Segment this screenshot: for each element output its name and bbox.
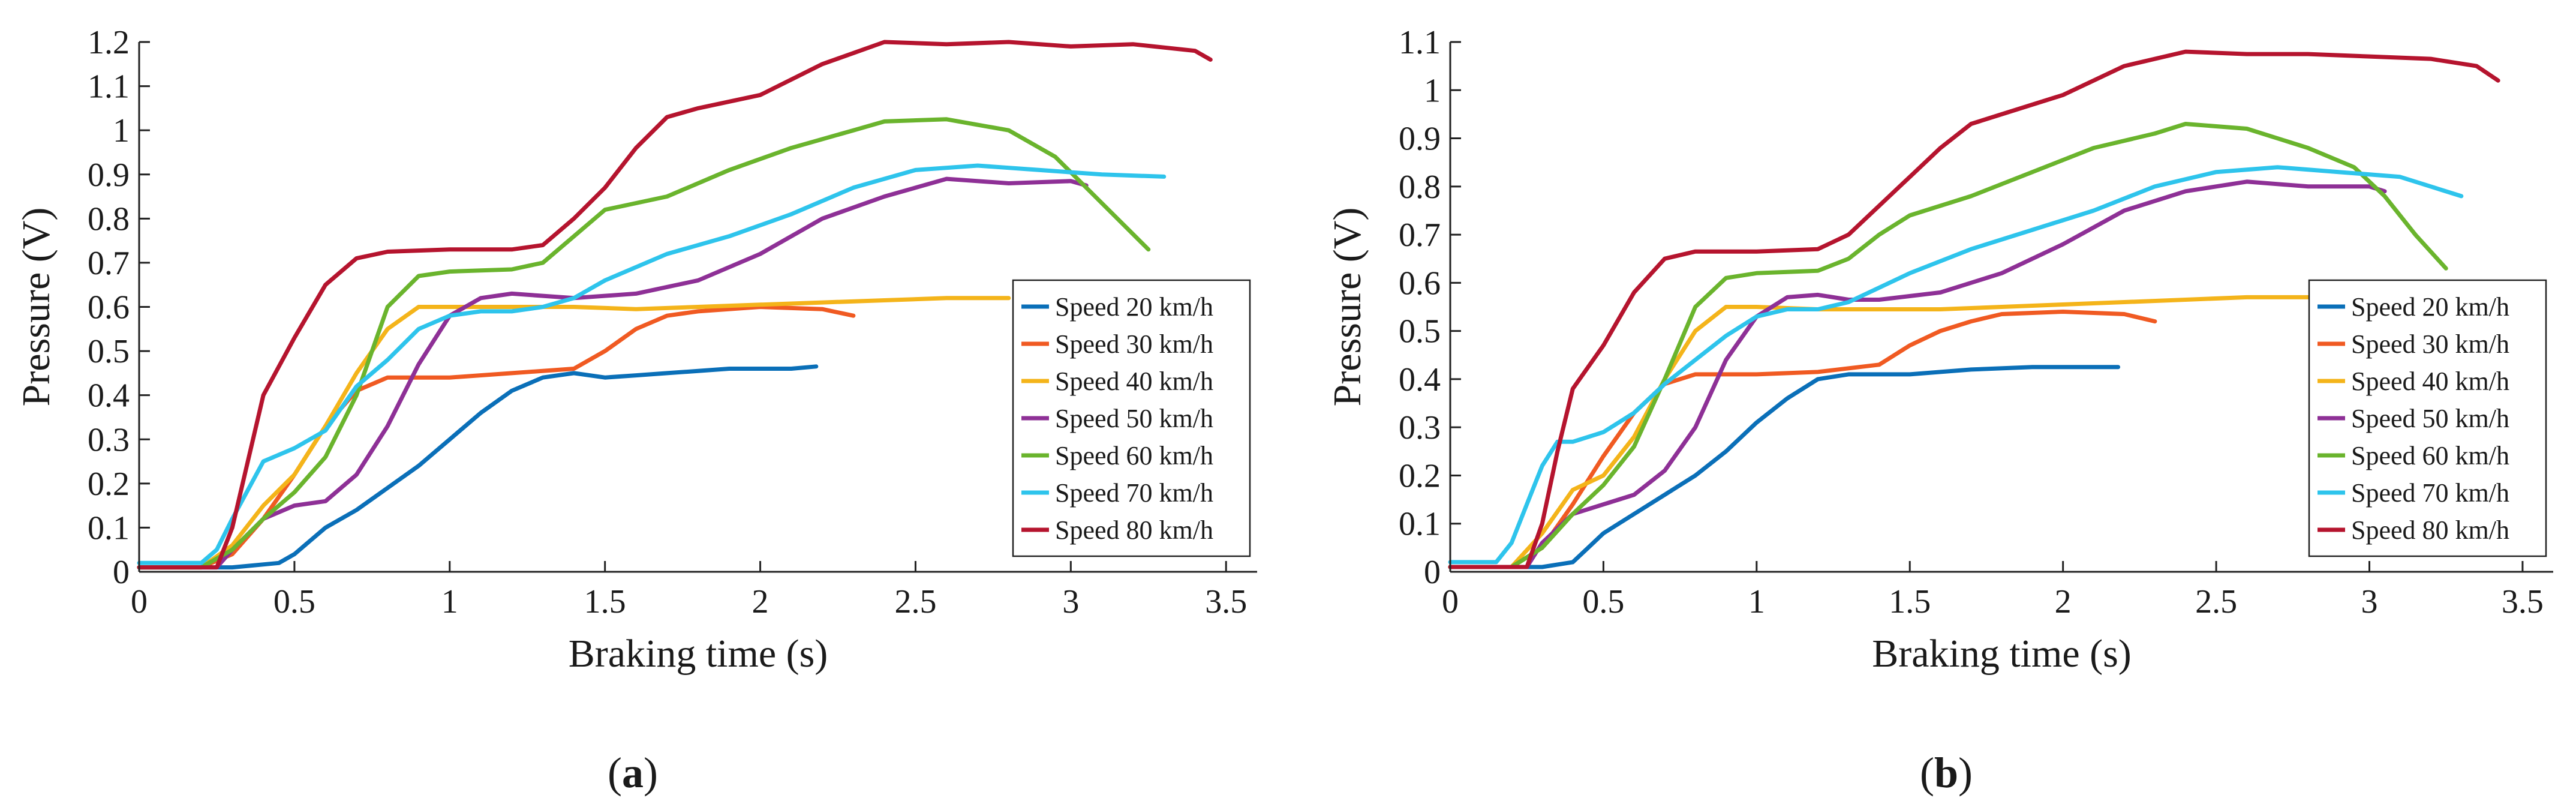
y-tick-label: 1.1 xyxy=(1399,24,1441,61)
series-line-7 xyxy=(137,40,1213,570)
series-line-7 xyxy=(1448,49,2500,569)
legend-label: Speed 60 km/h xyxy=(2351,441,2509,470)
y-tick-label: 0.6 xyxy=(88,289,130,326)
legend-label: Speed 70 km/h xyxy=(1055,478,1213,508)
legend-label: Speed 30 km/h xyxy=(1055,329,1213,359)
x-tick-label: 1.5 xyxy=(584,583,626,620)
y-tick-label: 0.8 xyxy=(88,200,130,238)
x-tick-label: 3 xyxy=(1062,583,1079,620)
legend-label: Speed 40 km/h xyxy=(1055,367,1213,396)
y-tick-label: 1.1 xyxy=(88,68,130,106)
series-line-6 xyxy=(137,163,1167,565)
y-tick-label: 1 xyxy=(113,112,130,149)
legend-box xyxy=(2308,279,2547,557)
y-tick-label: 0.7 xyxy=(1399,217,1441,254)
legend-label: Speed 60 km/h xyxy=(1055,441,1213,470)
x-axis-label: Braking time (s) xyxy=(569,632,828,676)
x-axis-label: Braking time (s) xyxy=(1872,632,2132,676)
y-tick-label: 0 xyxy=(113,554,130,591)
legend-label: Speed 40 km/h xyxy=(2351,367,2509,396)
x-tick-label: 2.5 xyxy=(2195,583,2237,620)
panel-caption: (a) xyxy=(608,749,658,797)
series-line-3 xyxy=(1448,295,2310,569)
chart-panel-a: 0 0.5 1 1.5 2 2.5 3 3.500.10.20.30.40.50.60.70.… xyxy=(14,24,1257,797)
series-line-1 xyxy=(1448,365,2121,569)
y-tick-label: 0.8 xyxy=(1399,169,1441,206)
chart-panel-b: 0 0.5 1 1.5 2 2.5 3 3.5 0 0.1 0.2 0.3 0.4 0.5 0.6 0.7 0.… xyxy=(1325,24,2553,797)
x-tick-label: 0.5 xyxy=(1582,583,1624,620)
y-tick-label: 0.6 xyxy=(1399,265,1441,302)
y-tick-label: 0.1 xyxy=(1399,506,1441,543)
x-tick-label: 0.5 xyxy=(273,583,315,620)
series-line-5 xyxy=(1448,122,2448,569)
y-tick-label: 0.7 xyxy=(88,245,130,282)
x-tick-label: 2.5 xyxy=(894,583,936,620)
series-line-1 xyxy=(137,364,819,570)
y-tick-label: 0.9 xyxy=(88,157,130,194)
x-tick-label: 3.5 xyxy=(2502,583,2544,620)
legend: Speed 20 km/h Speed 30 km/h Speed 40 km/h S… xyxy=(1012,279,1251,557)
x-tick-label: 3.5 xyxy=(1205,583,1247,620)
legend-label: Speed 20 km/h xyxy=(1055,292,1213,322)
y-axis-label: Pressure (V) xyxy=(14,208,58,407)
y-tick-label: 0.2 xyxy=(1399,457,1441,494)
panel-caption: (b) xyxy=(1920,749,1973,797)
legend-label: Speed 50 km/h xyxy=(2351,404,2509,433)
legend-label: Speed 70 km/h xyxy=(2351,478,2509,508)
series-line-3 xyxy=(137,296,1011,570)
legend-box xyxy=(1012,279,1251,557)
x-tick-label: 1 xyxy=(1748,583,1765,620)
y-tick-label: 0.9 xyxy=(1399,121,1441,158)
x-tick-label: 2 xyxy=(2055,583,2072,620)
legend-label: Speed 20 km/h xyxy=(2351,292,2509,322)
y-tick-label: 0 xyxy=(1424,554,1441,591)
series-line-5 xyxy=(137,117,1151,570)
y-tick-label: 0.4 xyxy=(1399,361,1441,398)
y-tick-label: 1.2 xyxy=(88,24,130,61)
y-tick-label: 0.4 xyxy=(88,377,130,415)
x-tick-label: 1.5 xyxy=(1889,583,1931,620)
legend-label: Speed 80 km/h xyxy=(1055,515,1213,545)
legend-label: Speed 50 km/h xyxy=(1055,404,1213,433)
y-tick-label: 1 xyxy=(1424,72,1441,109)
legend-label: Speed 80 km/h xyxy=(2351,515,2509,545)
y-tick-label: 0.1 xyxy=(88,509,130,547)
x-tick-label: 2 xyxy=(752,583,769,620)
y-tick-label: 0.2 xyxy=(88,466,130,503)
series-line-4 xyxy=(1448,179,2387,569)
x-tick-label: 0 xyxy=(131,583,148,620)
x-tick-label: 1 xyxy=(441,583,458,620)
series-line-4 xyxy=(137,176,1089,570)
y-tick-label: 0.3 xyxy=(88,421,130,458)
series-line-2 xyxy=(1448,310,2157,569)
x-tick-label: 3 xyxy=(2361,583,2378,620)
legend: Speed 20 km/h Speed 30 km/h Speed 40 km/h S… xyxy=(2308,279,2547,557)
y-tick-label: 0.5 xyxy=(1399,313,1441,350)
y-axis-label: Pressure (V) xyxy=(1325,208,1369,407)
y-tick-label: 0.5 xyxy=(88,333,130,370)
legend-label: Speed 30 km/h xyxy=(2351,329,2509,359)
x-tick-label: 0 xyxy=(1442,583,1459,620)
series-line-6 xyxy=(1448,165,2464,565)
y-tick-label: 0.3 xyxy=(1399,409,1441,446)
